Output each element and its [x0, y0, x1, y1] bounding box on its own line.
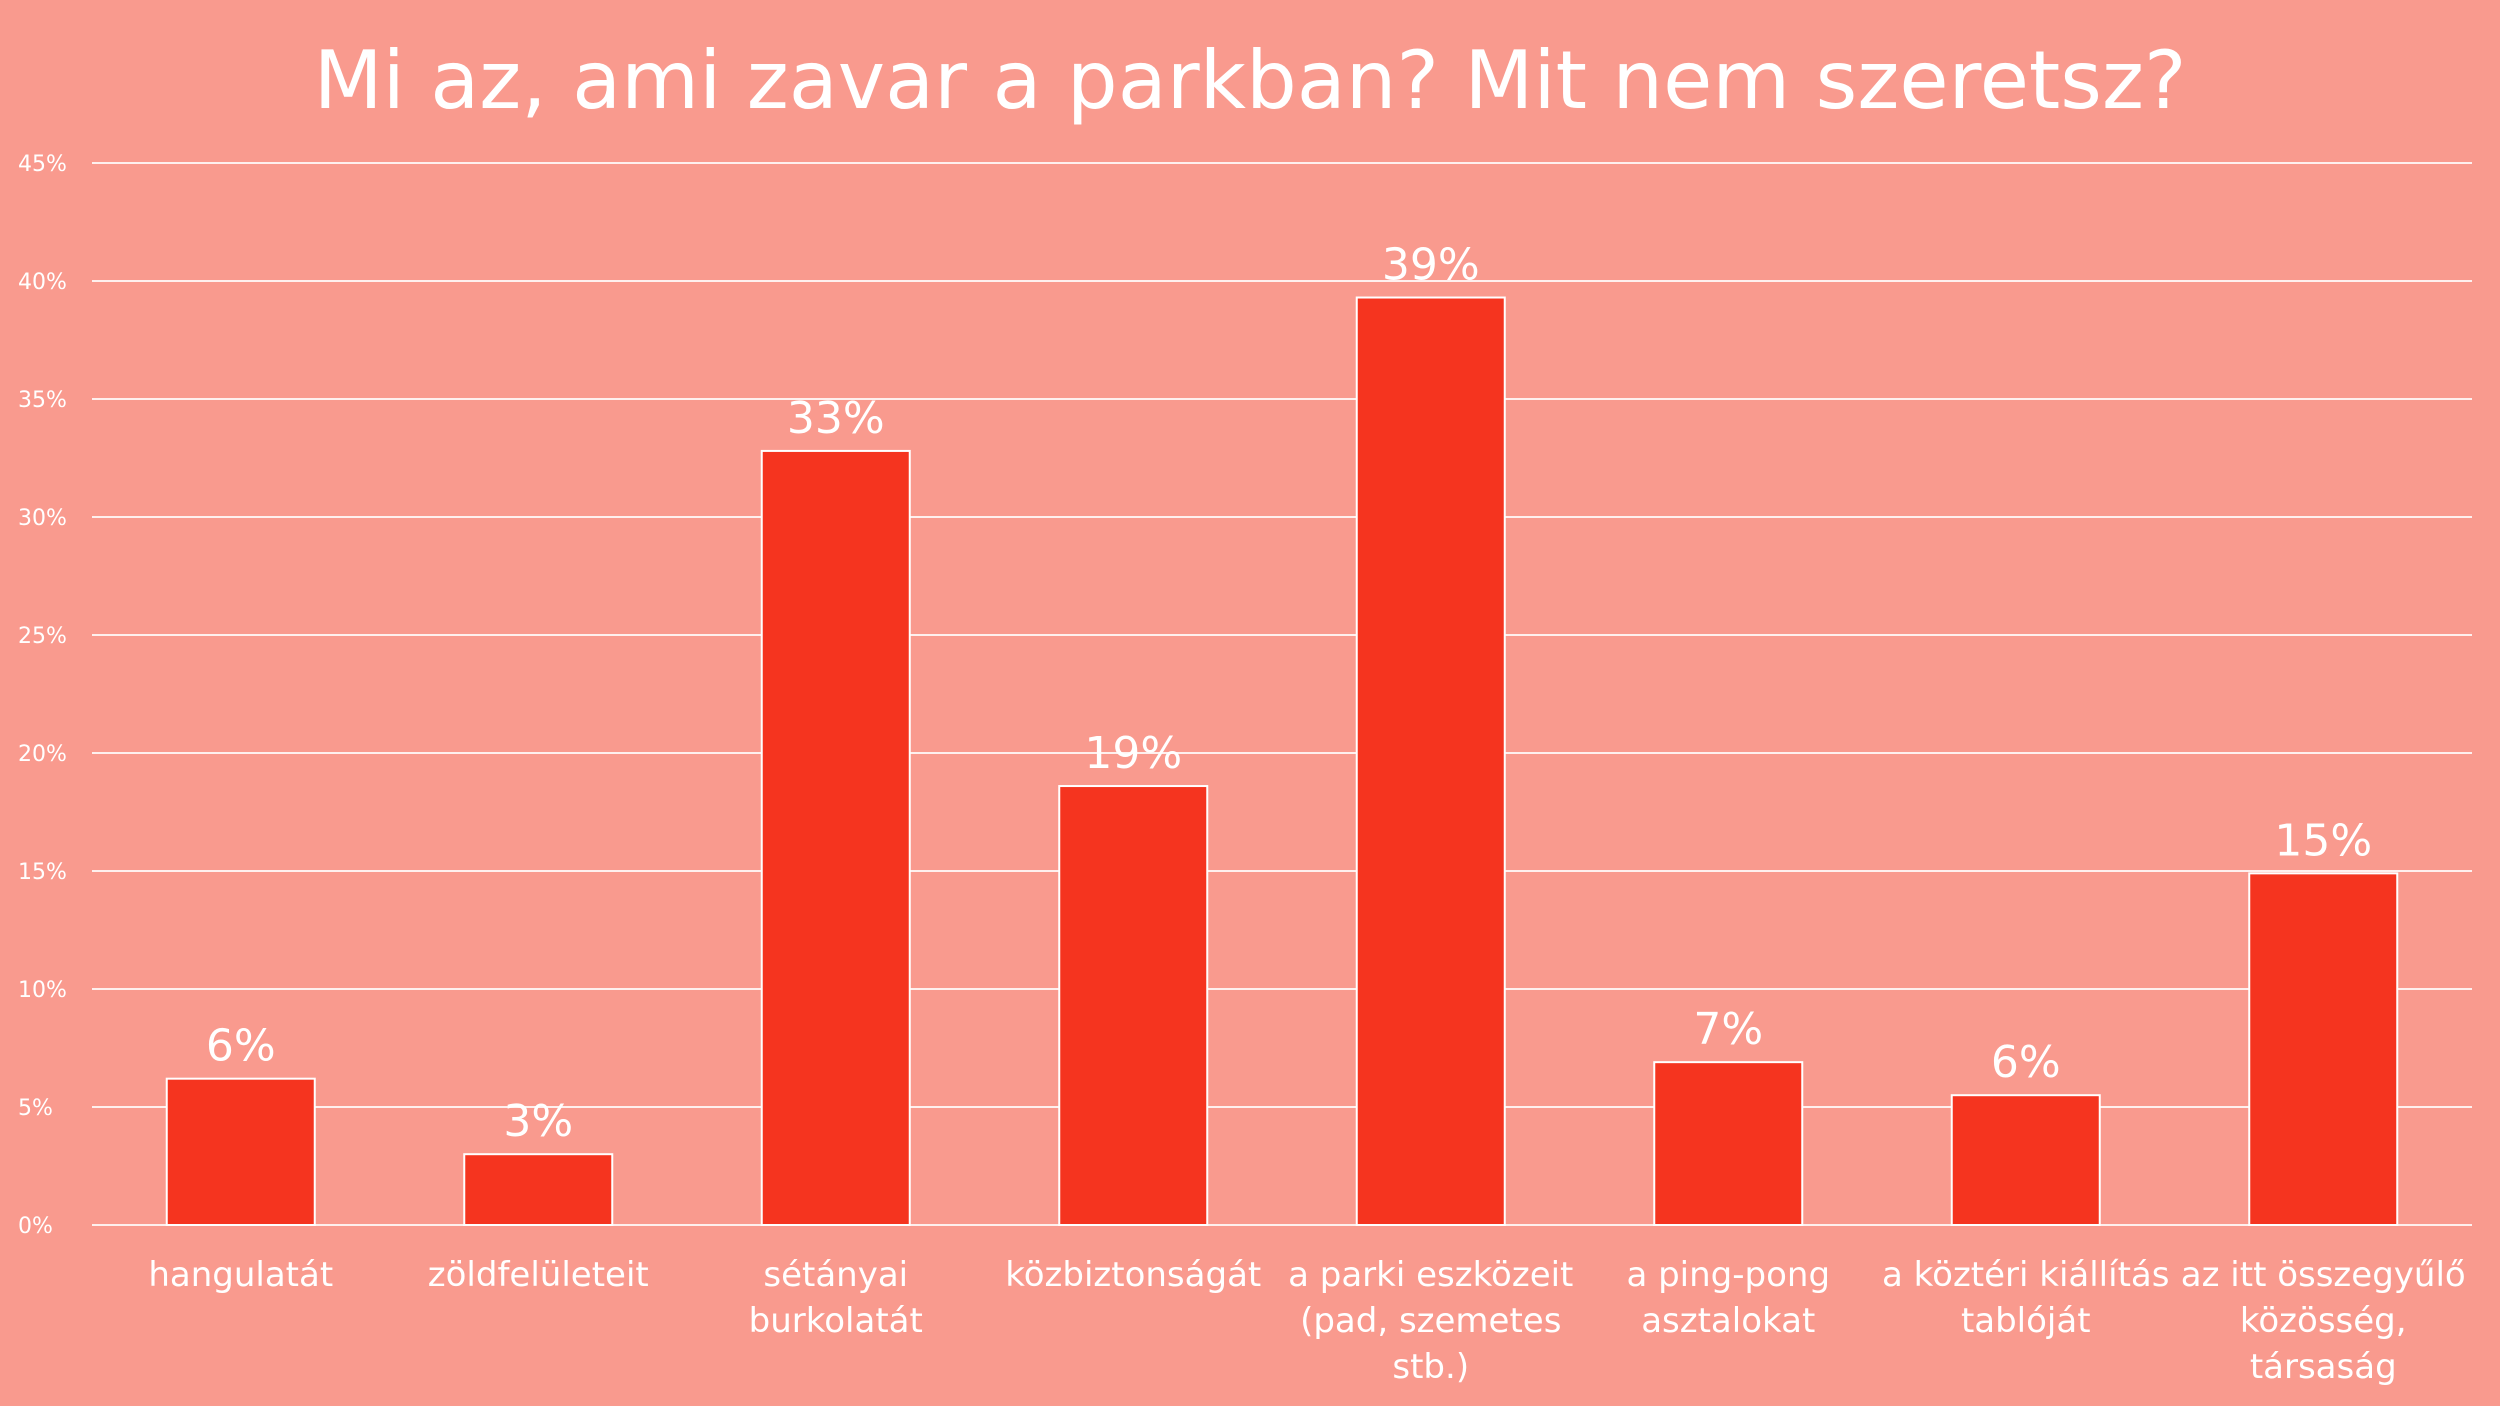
data-label: 33%: [787, 393, 885, 444]
y-tick-label: 45%: [18, 152, 67, 177]
y-tick-label: 40%: [18, 270, 67, 295]
x-tick-label: a ping-pong asztalokat: [1626, 1255, 1830, 1341]
data-labels: 6% 3% 33% 19% 39% 7% 6% 15%: [206, 240, 2372, 1148]
x-tick-label: közbiztonságát: [1005, 1255, 1261, 1295]
y-tick-label: 0%: [18, 1214, 53, 1239]
data-label: 3%: [503, 1096, 573, 1147]
data-label: 15%: [2274, 815, 2372, 866]
y-tick-label: 5%: [18, 1096, 53, 1121]
bar: [1950, 1094, 2101, 1226]
x-tick-label: sétányai burkolatát: [749, 1255, 923, 1341]
bars: [165, 296, 2399, 1227]
bar: [165, 1077, 316, 1227]
bar: [463, 1153, 614, 1226]
bar: [1355, 296, 1506, 1226]
x-tick-label: hangulatát: [148, 1255, 333, 1295]
data-label: 6%: [1991, 1037, 2061, 1088]
x-axis-labels: hangulatát zöldfelületeit sétányai burkolat…: [148, 1255, 2465, 1387]
bar: [1653, 1061, 1804, 1227]
y-tick-label: 25%: [18, 624, 67, 649]
bar: [760, 449, 911, 1227]
x-tick-label: az itt összegyűlő közösség, társaság: [2181, 1255, 2466, 1387]
data-label: 6%: [206, 1021, 276, 1072]
data-label: 7%: [1693, 1004, 1763, 1055]
bar: [1058, 785, 1209, 1226]
x-tick-label: a parki eszközeit (pad, szemetes stb.): [1288, 1255, 1573, 1387]
x-tick-label: zöldfelületeit: [428, 1255, 649, 1295]
y-tick-label: 15%: [18, 860, 67, 885]
y-tick-label: 20%: [18, 742, 67, 767]
x-tick-label: a köztéri kiállítás tablóját: [1882, 1255, 2169, 1341]
y-tick-label: 10%: [18, 978, 67, 1003]
y-axis-ticks: 0% 5% 10% 15% 20% 25% 30% 35% 40% 45%: [18, 152, 67, 1239]
y-tick-label: 35%: [18, 388, 67, 413]
data-label: 19%: [1084, 728, 1182, 779]
bar: [2248, 872, 2399, 1226]
data-label: 39%: [1382, 240, 1480, 291]
chart-title: Mi az, ami zavar a parkban? Mit nem szer…: [314, 34, 2187, 127]
gridlines: [92, 162, 2472, 1226]
y-tick-label: 30%: [18, 506, 67, 531]
